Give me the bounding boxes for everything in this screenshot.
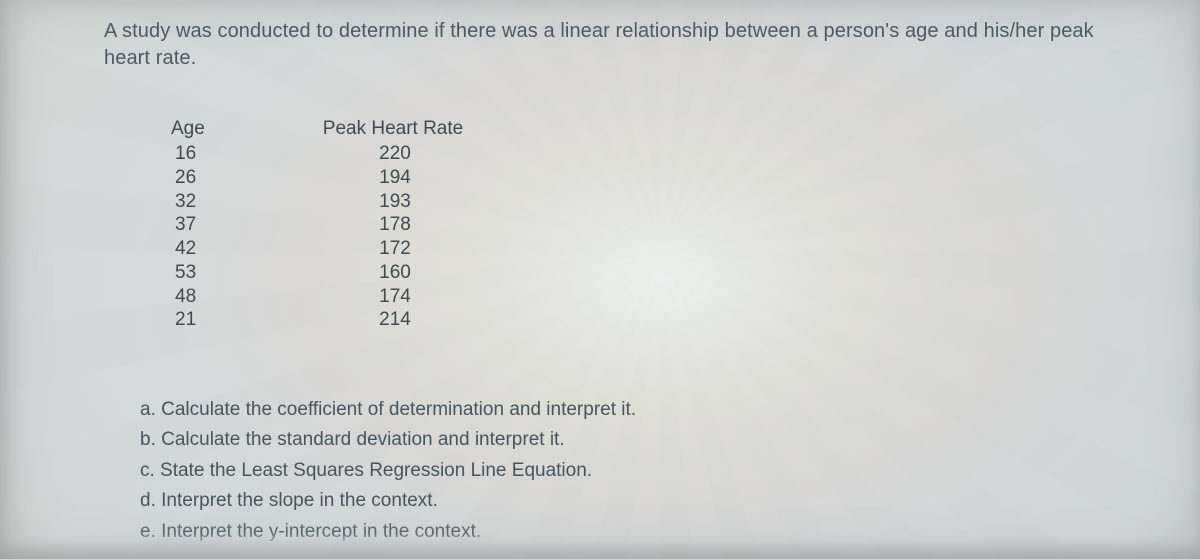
question-list: a. Calculate the coefficient of determin… (140, 395, 1040, 547)
cell-peak-heart-rate: 193 (315, 190, 475, 214)
question-d: d. Interpret the slope in the context. (140, 486, 1040, 516)
table-row: 48 174 (165, 285, 475, 309)
data-table: Age Peak Heart Rate 16 220 26 194 32 193… (165, 118, 475, 332)
cell-peak-heart-rate: 194 (315, 166, 475, 190)
cell-age: 37 (165, 213, 315, 237)
cell-peak-heart-rate: 220 (315, 142, 475, 166)
cell-peak-heart-rate: 178 (315, 213, 475, 237)
table-row: 21 214 (165, 308, 475, 332)
question-b: b. Calculate the standard deviation and … (140, 425, 1040, 455)
table-row: 37 178 (165, 213, 475, 237)
cell-age: 48 (165, 285, 315, 309)
problem-statement: A study was conducted to determine if th… (104, 18, 1124, 72)
cell-age: 53 (165, 261, 315, 285)
col-header-peak-heart-rate: Peak Heart Rate (311, 118, 475, 140)
question-e: e. Interpret the y-intercept in the cont… (140, 517, 1040, 547)
cell-peak-heart-rate: 214 (315, 308, 475, 332)
cell-age: 26 (165, 166, 315, 190)
cell-age: 16 (165, 142, 315, 166)
table-header-row: Age Peak Heart Rate (165, 118, 475, 140)
cell-age: 21 (165, 308, 315, 332)
question-a: a. Calculate the coefficient of determin… (140, 395, 1040, 425)
table-row: 42 172 (165, 237, 475, 261)
cell-age: 32 (165, 190, 315, 214)
table-row: 32 193 (165, 190, 475, 214)
cell-age: 42 (165, 237, 315, 261)
worksheet-page: A study was conducted to determine if th… (0, 0, 1200, 559)
cell-peak-heart-rate: 160 (315, 261, 475, 285)
table-row: 16 220 (165, 142, 475, 166)
table-row: 26 194 (165, 166, 475, 190)
table-row: 53 160 (165, 261, 475, 285)
cell-peak-heart-rate: 174 (315, 285, 475, 309)
col-header-age: Age (165, 118, 311, 140)
cell-peak-heart-rate: 172 (315, 237, 475, 261)
question-c: c. State the Least Squares Regression Li… (140, 456, 1040, 486)
